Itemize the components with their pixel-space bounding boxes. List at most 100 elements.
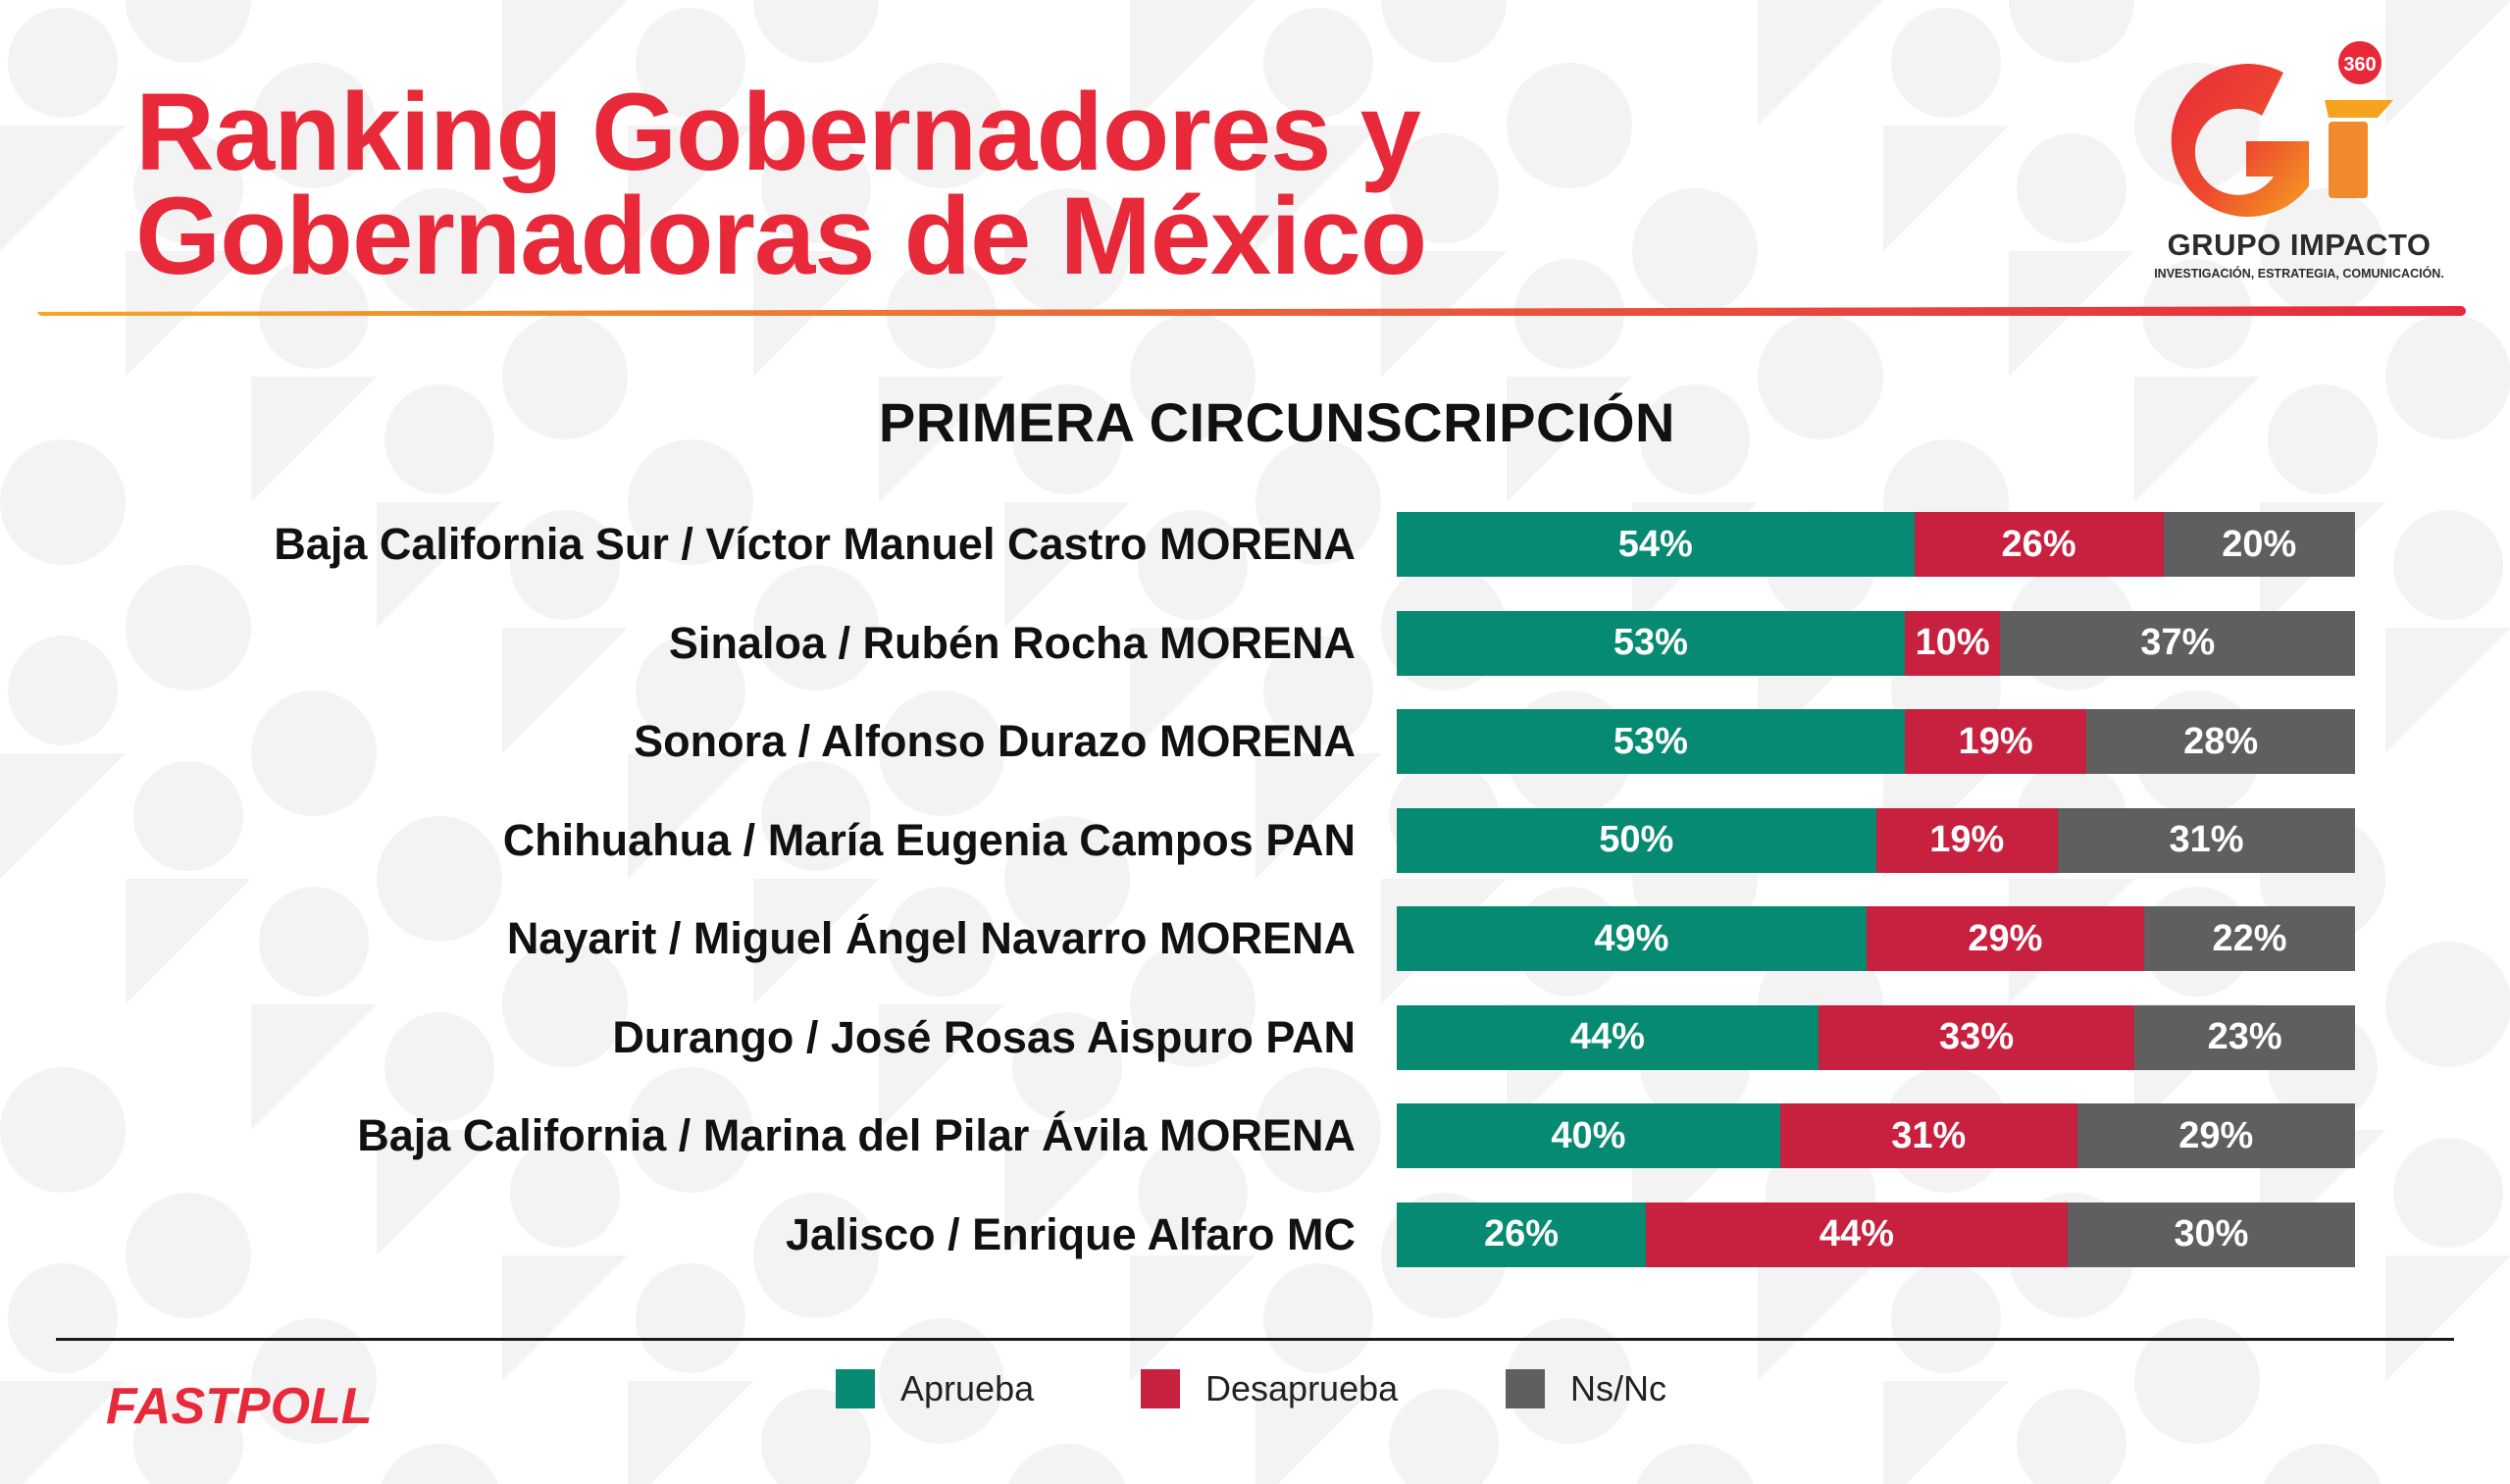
page-title: Ranking Gobernadores y Gobernadoras de M… [135, 71, 1427, 297]
pattern-shape [753, 879, 879, 1004]
pattern-shape [636, 1263, 745, 1373]
data-label: 53% [1613, 622, 1688, 663]
pattern-shape [2393, 510, 2503, 620]
pattern-shape [1004, 816, 1130, 879]
pattern-shape [1758, 314, 1883, 377]
data-label: 29% [1968, 917, 2043, 959]
data-label: 19% [1958, 720, 2033, 762]
pattern-shape [2393, 1138, 2503, 1248]
pattern-shape [0, 126, 126, 251]
pattern-shape [0, 1067, 126, 1130]
pattern-shape [1758, 1255, 1883, 1381]
chart-subtitle: PRIMERA CIRCUNSCRIPCIÓN [878, 391, 1675, 453]
data-label: 30% [2174, 1213, 2249, 1254]
pattern-shape [1012, 384, 1122, 494]
logo-g-shape [2171, 64, 2309, 218]
pattern-shape [1883, 439, 2009, 502]
pattern-shape [2385, 0, 2510, 126]
data-label: 53% [1613, 720, 1688, 762]
bar-segment-aprueba: 49% [1397, 906, 1867, 971]
pattern-shape [126, 1255, 251, 1318]
pattern-shape [1636, 1444, 1754, 1484]
pattern-shape [1130, 942, 1255, 1004]
logo-i-stem [2329, 122, 2368, 198]
pattern-shape [251, 691, 377, 753]
pattern-shape [502, 377, 628, 439]
bar-segment-desaprueba: 26% [1914, 512, 2164, 577]
pattern-shape [126, 1193, 251, 1255]
pattern-shape [377, 816, 502, 879]
pattern-shape [377, 879, 502, 942]
pattern-shape [126, 565, 251, 628]
pattern-shape [1381, 1255, 1507, 1318]
pattern-shape [1004, 188, 1130, 251]
legend-item: Desaprueba [1141, 1368, 1398, 1408]
page-title-line-1: Ranking Gobernadores y [135, 71, 1421, 193]
pattern-shape [628, 1130, 753, 1193]
grupo-impacto-logo: 360 [2171, 41, 2393, 218]
pattern-shape [251, 1004, 377, 1130]
bar-segment-nsnc: 29% [2076, 1103, 2355, 1168]
data-label: 29% [2178, 1114, 2254, 1156]
bar-segment-nsnc: 22% [2144, 906, 2355, 971]
bar-segment-desaprueba: 29% [1866, 906, 2145, 971]
row-label: Jalisco / Enrique Alfaro MC [786, 1208, 1356, 1259]
pattern-shape [133, 1389, 243, 1484]
legend-swatch [836, 1369, 875, 1408]
pattern-shape [377, 188, 502, 251]
pattern-shape [753, 628, 879, 691]
pattern-shape [1130, 1255, 1255, 1381]
pattern-shape [628, 502, 753, 565]
pattern-shape [1004, 251, 1130, 314]
pattern-shape [1263, 8, 1373, 118]
pattern-shape [1891, 8, 2001, 118]
stacked-bar: 53% 19% 28% [1397, 709, 2355, 774]
data-label: 37% [2140, 622, 2216, 663]
pattern-shape [2264, 1444, 2382, 1484]
pattern-shape [628, 439, 753, 502]
pattern-shape [2385, 942, 2510, 1004]
bar-segment-nsnc: 37% [2000, 610, 2355, 676]
pattern-shape [0, 1381, 126, 1484]
data-label: 49% [1594, 917, 1669, 959]
pattern-shape [1389, 133, 1499, 243]
pattern-shape [1255, 126, 1381, 251]
bar-segment-desaprueba: 33% [1818, 1004, 2135, 1070]
pattern-shape [2009, 0, 2134, 63]
pattern-shape [2260, 251, 2385, 314]
row-label: Sonora / Alfonso Durazo MORENA [634, 716, 1356, 766]
pattern-shape [628, 126, 753, 251]
pattern-shape [2017, 1389, 2126, 1484]
pattern-shape [251, 377, 377, 502]
pattern-shape [2009, 1255, 2134, 1318]
legend-swatch [1506, 1369, 1545, 1408]
pattern-shape [1012, 1012, 1122, 1122]
bar-segment-aprueba: 26% [1397, 1202, 1647, 1267]
pattern-shape [1632, 188, 1758, 251]
stacked-bar: 44% 33% 23% [1397, 1004, 2355, 1070]
pattern-shape [879, 1318, 1004, 1381]
pattern-shape [628, 1067, 753, 1130]
pattern-shape [1632, 251, 1758, 314]
pattern-shape [2134, 377, 2260, 502]
pattern-shape [259, 887, 369, 997]
row-label: Baja California Sur / Víctor Manuel Cast… [274, 519, 1356, 569]
logo-badge-circle [2338, 41, 2382, 84]
pattern-shape [126, 628, 251, 691]
pattern-shape [879, 753, 1004, 816]
bar-segment-aprueba: 44% [1397, 1004, 1818, 1070]
pattern-shape [251, 753, 377, 816]
data-label: 50% [1599, 819, 1674, 860]
fastpoll-brand: FASTPOLL [106, 1378, 373, 1435]
page-title-line-2: Gobernadoras de México [135, 175, 1427, 297]
pattern-shape [502, 314, 628, 377]
pattern-shape [2268, 384, 2378, 494]
row-label: Chihuahua / María Eugenia Campos PAN [502, 814, 1356, 865]
pattern-shape [384, 1012, 494, 1122]
pattern-shape [879, 1381, 1004, 1444]
pattern-shape [510, 1138, 620, 1248]
pattern-shape [636, 8, 745, 118]
data-label: 23% [2207, 1016, 2282, 1057]
bar-segment-desaprueba: 19% [1875, 807, 2059, 873]
pattern-shape [1255, 439, 1381, 502]
